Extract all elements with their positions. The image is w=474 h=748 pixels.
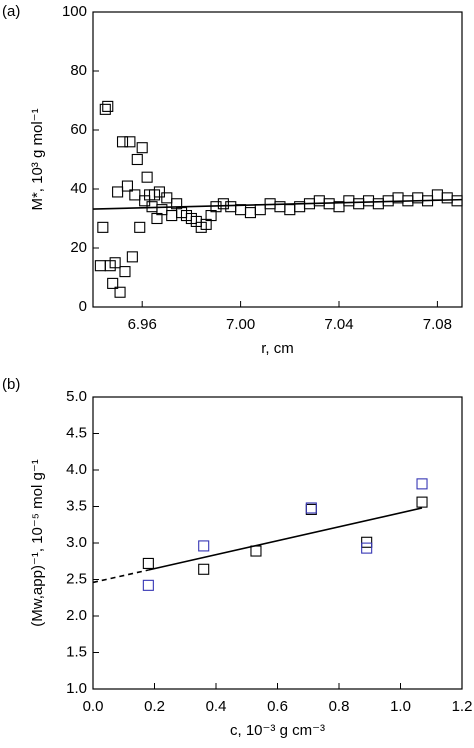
y-tick-label: 3.0 xyxy=(66,534,87,551)
y-tick-label: 1.0 xyxy=(66,680,87,697)
data-point xyxy=(153,186,165,198)
data-point xyxy=(225,201,237,213)
data-point xyxy=(422,195,434,207)
x-tick-label: 0.2 xyxy=(144,698,165,715)
data-point xyxy=(343,195,355,207)
data-point xyxy=(131,153,143,166)
x-tick-label: 7.08 xyxy=(423,316,452,333)
fit-line xyxy=(148,507,423,571)
x-tick-label: 1.2 xyxy=(452,698,473,715)
data-point xyxy=(99,103,111,115)
data-point xyxy=(142,557,154,569)
data-point xyxy=(416,496,428,508)
data-point xyxy=(156,204,168,216)
y-tick-label: 0 xyxy=(79,298,87,315)
x-tick-label: 7.00 xyxy=(226,316,255,333)
y-tick-label: 80 xyxy=(70,62,87,79)
y-tick-label: 40 xyxy=(70,180,87,197)
data-point xyxy=(136,142,148,154)
y-tick-label: 2.5 xyxy=(66,570,87,587)
y-tick-label: 4.5 xyxy=(66,424,87,441)
data-point xyxy=(124,136,136,148)
data-point xyxy=(102,100,114,112)
data-point xyxy=(114,286,126,298)
data-point xyxy=(362,195,375,207)
data-point xyxy=(431,189,443,201)
data-point xyxy=(353,198,365,210)
data-point xyxy=(112,186,124,198)
data-point xyxy=(109,257,121,269)
data-point xyxy=(333,201,345,213)
data-point xyxy=(313,195,325,207)
x-tick-label: 0.4 xyxy=(206,698,227,715)
data-point xyxy=(361,542,373,554)
y-tick-label: 5.0 xyxy=(66,388,87,405)
data-point xyxy=(361,536,373,548)
y-tick-label: 3.5 xyxy=(66,497,87,514)
y-axis-title: M*, 10³ g mol⁻¹ xyxy=(29,108,46,210)
data-point xyxy=(161,192,173,204)
y-tick-label: 20 xyxy=(70,239,87,256)
data-point xyxy=(97,221,109,233)
data-point xyxy=(121,180,133,192)
data-point xyxy=(217,198,229,210)
data-point xyxy=(134,221,146,233)
y-axis-title: (Mw,app)⁻¹, 10⁻⁵ mol g⁻¹ xyxy=(29,459,46,627)
x-axis-title: r, cm xyxy=(261,340,294,357)
x-axis-title: c, 10⁻³ g cm⁻³ xyxy=(230,722,325,739)
x-tick-label: 7.04 xyxy=(324,316,353,333)
data-point xyxy=(305,502,317,514)
panel-label: (a) xyxy=(2,3,20,20)
data-point xyxy=(166,210,178,222)
x-tick-label: 0.8 xyxy=(329,698,350,715)
data-point xyxy=(451,195,463,207)
data-point xyxy=(119,266,131,278)
plot-frame xyxy=(92,11,463,308)
data-point xyxy=(126,251,138,263)
data-point xyxy=(107,277,119,289)
data-point xyxy=(244,207,256,219)
data-point xyxy=(274,201,286,213)
data-point xyxy=(441,192,453,204)
x-tick-label: 6.96 xyxy=(128,316,157,333)
fit-line xyxy=(92,198,463,210)
y-tick-label: 100 xyxy=(62,3,87,20)
x-tick-label: 0.0 xyxy=(83,698,104,715)
data-point xyxy=(372,198,384,210)
data-point xyxy=(129,189,141,201)
panel-label: (b) xyxy=(2,376,20,393)
data-point xyxy=(210,201,222,213)
data-point xyxy=(250,545,262,557)
data-point xyxy=(198,540,210,552)
data-point xyxy=(198,563,210,575)
data-point xyxy=(116,136,129,148)
y-tick-label: 2.0 xyxy=(66,607,87,624)
data-point xyxy=(254,204,266,216)
data-point xyxy=(141,171,153,183)
plot-frame xyxy=(92,396,463,690)
data-point xyxy=(284,204,296,216)
data-point xyxy=(416,478,428,490)
data-point xyxy=(142,579,154,591)
x-tick-label: 0.6 xyxy=(267,698,288,715)
y-tick-label: 1.5 xyxy=(66,643,87,660)
y-tick-label: 60 xyxy=(70,121,87,138)
y-tick-label: 4.0 xyxy=(66,461,87,478)
fit-line-extrapolated xyxy=(92,569,149,584)
data-point xyxy=(94,260,106,272)
x-tick-label: 1.0 xyxy=(390,698,411,715)
